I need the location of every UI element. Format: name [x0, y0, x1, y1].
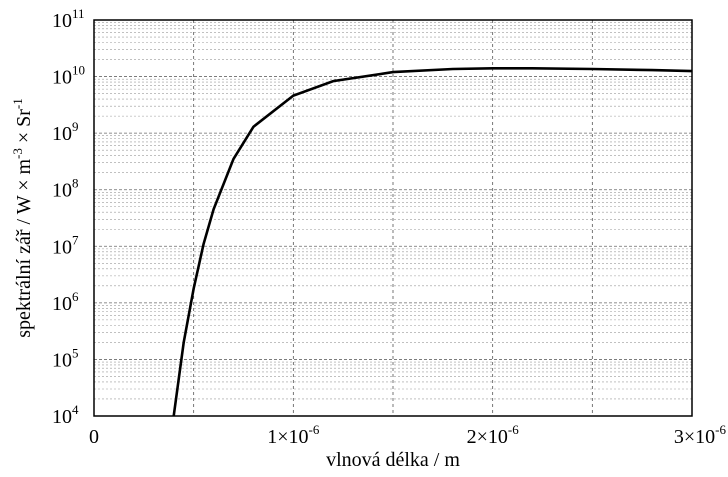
y-tick-base: 10	[52, 67, 72, 89]
y-axis-title-mid: × Sr	[13, 109, 35, 148]
y-tick-label: 104	[52, 402, 79, 428]
y-tick-exponent: 5	[72, 345, 79, 360]
y-axis-title-exp1: -3	[10, 148, 25, 159]
y-tick-exponent: 4	[72, 402, 79, 417]
x-tick-base: 1×10	[267, 426, 308, 448]
y-tick-base: 10	[52, 349, 72, 371]
y-axis-title-exp2: -1	[10, 98, 25, 109]
y-tick-exponent: 11	[72, 6, 85, 21]
y-tick-label: 105	[52, 345, 79, 371]
x-tick-labels: 0 1×10-6 2×10-6 3×10-6	[89, 422, 726, 448]
x-tick-base: 0	[89, 426, 99, 448]
y-tick-label: 109	[52, 119, 79, 145]
x-axis-title: vlnová délka / m	[326, 449, 460, 471]
y-tick-label: 1011	[52, 6, 85, 32]
y-tick-base: 10	[52, 293, 72, 315]
y-tick-exponent: 6	[72, 289, 79, 304]
x-tick-label: 3×10-6	[674, 422, 727, 448]
x-tick-base: 2×10	[467, 426, 508, 448]
x-tick-label: 1×10-6	[267, 422, 320, 448]
y-tick-base: 10	[52, 180, 72, 202]
y-tick-label: 107	[52, 232, 79, 258]
y-tick-label: 1010	[52, 63, 85, 89]
y-tick-exponent: 9	[72, 119, 79, 134]
y-tick-label: 106	[52, 289, 79, 315]
x-tick-exponent: -6	[309, 422, 320, 437]
x-tick-exponent: -6	[508, 422, 519, 437]
x-tick-label: 2×10-6	[467, 422, 520, 448]
plot-frame	[93, 19, 693, 417]
x-tick-label: 0	[89, 426, 99, 448]
y-axis-title-main: spektrální zář / W × m	[13, 159, 35, 338]
y-tick-base: 10	[52, 10, 72, 32]
y-tick-exponent: 7	[72, 232, 79, 247]
y-axis-title: spektrální zář / W × m-3 × Sr-1	[10, 98, 35, 338]
y-tick-base: 10	[52, 123, 72, 145]
radiance-curve	[172, 67, 693, 417]
y-tick-exponent: 10	[72, 63, 85, 78]
y-tick-base: 10	[52, 406, 72, 428]
y-tick-exponent: 8	[72, 176, 79, 191]
x-grid	[193, 20, 593, 416]
y-tick-label: 108	[52, 176, 79, 202]
x-tick-base: 3×10	[674, 426, 715, 448]
x-tick-exponent: -6	[715, 422, 726, 437]
y-tick-base: 10	[52, 236, 72, 258]
